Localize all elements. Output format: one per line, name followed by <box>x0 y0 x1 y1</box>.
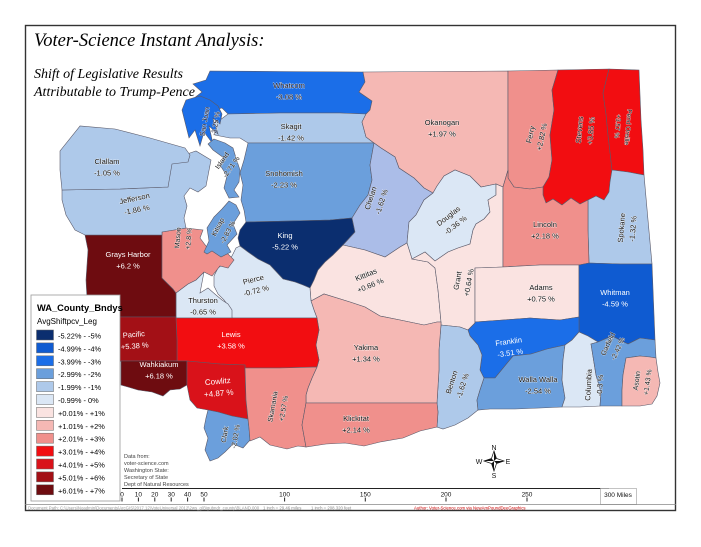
svg-text:+1.97 %: +1.97 % <box>428 130 456 139</box>
svg-text:-2.54 %: -2.54 % <box>525 387 551 396</box>
svg-text:-1.32 %: -1.32 % <box>627 215 638 242</box>
svg-text:+2.8 %: +2.8 % <box>185 228 194 251</box>
svg-text:Clark: Clark <box>221 426 231 444</box>
svg-text:W: W <box>476 459 483 466</box>
svg-text:+1.01% - +2%: +1.01% - +2% <box>58 422 105 431</box>
svg-text:Mason: Mason <box>174 227 183 249</box>
svg-text:Thurston: Thurston <box>188 296 218 305</box>
svg-text:King: King <box>277 231 292 240</box>
svg-text:Spokane: Spokane <box>616 213 628 243</box>
svg-text:1 inch = 29.46 miles: 1 inch = 29.46 miles <box>263 506 301 511</box>
svg-text:20: 20 <box>151 492 159 499</box>
svg-text:-3.08 %: -3.08 % <box>276 93 302 102</box>
svg-text:Snohomish: Snohomish <box>265 169 303 178</box>
svg-text:-0.99% - 0%: -0.99% - 0% <box>58 396 99 405</box>
svg-text:Skagit: Skagit <box>281 122 303 131</box>
svg-text:30: 30 <box>168 492 176 499</box>
svg-text:Yakima: Yakima <box>354 343 379 352</box>
svg-text:AvgShiftpcv_Leg: AvgShiftpcv_Leg <box>37 317 97 326</box>
svg-text:-0.65 %: -0.65 % <box>190 308 216 317</box>
svg-text:+6.2 %: +6.2 % <box>116 262 140 271</box>
svg-text:Adams: Adams <box>529 283 553 292</box>
svg-text:+3.57 %: +3.57 % <box>612 114 621 139</box>
svg-text:-3.99% - -3%: -3.99% - -3% <box>58 357 102 366</box>
svg-text:Shift of Legislative Results: Shift of Legislative Results <box>34 67 183 82</box>
svg-text:Author: Voter-Science.com via: Author: Voter-Science.com via NewAmPound… <box>414 506 526 511</box>
svg-text:+2.01% - +3%: +2.01% - +3% <box>58 435 105 444</box>
svg-text:+4.01% - +5%: +4.01% - +5% <box>58 461 105 470</box>
svg-text:-1.42 %: -1.42 % <box>278 134 304 143</box>
svg-text:Grays Harbor: Grays Harbor <box>105 250 151 259</box>
svg-text:Pacific: Pacific <box>122 329 145 340</box>
svg-text:N: N <box>491 445 496 452</box>
svg-text:+0.01% - +1%: +0.01% - +1% <box>58 409 105 418</box>
svg-text:Whatcom: Whatcom <box>273 81 305 90</box>
svg-text:+1.34 %: +1.34 % <box>352 355 380 364</box>
svg-text:Okanogan: Okanogan <box>425 118 460 127</box>
svg-text:S: S <box>492 473 497 480</box>
svg-text:Document Path: C:\Users\Noadmi: Document Path: C:\Users\Noadmin\Document… <box>28 506 260 511</box>
svg-text:Whitman: Whitman <box>600 288 630 297</box>
svg-text:+1.43 %: +1.43 % <box>643 369 654 396</box>
svg-text:E: E <box>506 459 511 466</box>
svg-text:-4.59 %: -4.59 % <box>602 300 628 309</box>
svg-text:Cowlitz: Cowlitz <box>205 376 231 387</box>
svg-text:+6.01% - +7%: +6.01% - +7% <box>58 486 105 495</box>
svg-text:+3.85 %: +3.85 % <box>585 116 596 145</box>
svg-text:Wahkiakum: Wahkiakum <box>140 360 179 369</box>
svg-text:-5.22% - -5%: -5.22% - -5% <box>58 332 102 341</box>
svg-text:50: 50 <box>200 492 208 499</box>
svg-text:150: 150 <box>360 492 371 499</box>
svg-text:Clallam: Clallam <box>94 157 119 166</box>
svg-text:-4.99% - -4%: -4.99% - -4% <box>58 344 102 353</box>
svg-text:10: 10 <box>135 492 143 499</box>
svg-text:-2.99% - -2%: -2.99% - -2% <box>58 370 102 379</box>
svg-text:+0.75 %: +0.75 % <box>527 295 555 304</box>
svg-text:0: 0 <box>120 492 124 499</box>
svg-text:-2.02 %: -2.02 % <box>231 424 242 449</box>
svg-text:Lewis: Lewis <box>221 330 240 339</box>
svg-text:200: 200 <box>441 492 452 499</box>
svg-text:40: 40 <box>184 492 192 499</box>
svg-text:Lincoln: Lincoln <box>533 220 557 229</box>
svg-text:WA_County_Bndys: WA_County_Bndys <box>37 303 123 313</box>
svg-text:Grant: Grant <box>451 270 463 291</box>
svg-text:Attributable to Trump-Pence: Attributable to Trump-Pence <box>33 85 195 100</box>
svg-text:-2.23 %: -2.23 % <box>271 181 297 190</box>
svg-text:+2.18 %: +2.18 % <box>531 232 559 241</box>
svg-text:-1.05 %: -1.05 % <box>94 169 120 178</box>
svg-text:1 inch = 208,320 feet: 1 inch = 208,320 feet <box>311 506 352 511</box>
svg-text:+5.38 %: +5.38 % <box>121 340 150 351</box>
svg-text:Klickitat: Klickitat <box>343 414 370 423</box>
svg-text:Voter-Science Instant Analysis: Voter-Science Instant Analysis: <box>34 31 264 51</box>
svg-text:Franklin: Franklin <box>495 335 523 348</box>
svg-text:100: 100 <box>279 492 290 499</box>
svg-text:+2.14 %: +2.14 % <box>342 426 370 435</box>
svg-text:+3.58 %: +3.58 % <box>217 342 245 351</box>
svg-text:Stevens: Stevens <box>574 116 585 144</box>
svg-text:Columbia: Columbia <box>583 368 594 401</box>
svg-text:Ferry: Ferry <box>524 125 536 144</box>
svg-text:+3.01% - +4%: +3.01% - +4% <box>58 448 105 457</box>
svg-text:+6.18 %: +6.18 % <box>145 372 173 381</box>
svg-text:+5.01% - +6%: +5.01% - +6% <box>58 473 105 482</box>
svg-text:Pend Oreille: Pend Oreille <box>622 109 632 146</box>
svg-text:+4.87 %: +4.87 % <box>204 388 234 400</box>
svg-text:-5.22 %: -5.22 % <box>272 243 298 252</box>
svg-text:Walla Walla: Walla Walla <box>518 375 558 384</box>
svg-text:300 Miles: 300 Miles <box>604 492 633 499</box>
svg-text:-3.25 %: -3.25 % <box>211 111 222 136</box>
svg-text:-0.3 %: -0.3 % <box>595 374 605 396</box>
svg-text:-1.99% - -1%: -1.99% - -1% <box>58 383 102 392</box>
svg-text:Asotin: Asotin <box>633 371 643 391</box>
svg-text:250: 250 <box>522 492 533 499</box>
svg-text:-3.51 %: -3.51 % <box>497 347 524 360</box>
